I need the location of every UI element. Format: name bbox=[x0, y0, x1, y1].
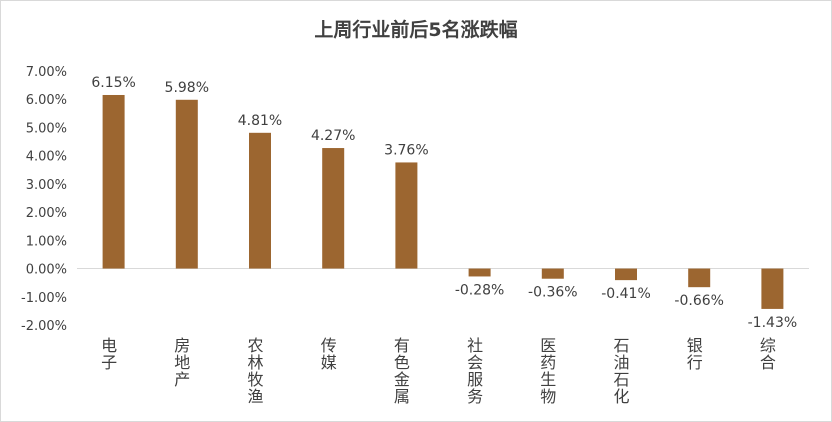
category-label: 社会服务 bbox=[464, 337, 483, 405]
category-label: 银行 bbox=[684, 337, 703, 371]
bar bbox=[615, 268, 637, 281]
category-label: 传媒 bbox=[318, 337, 337, 371]
y-tick-label: 0.00% bbox=[26, 263, 67, 278]
bar bbox=[395, 162, 418, 269]
y-tick-label: 1.00% bbox=[26, 234, 67, 249]
category-label: 石油石化 bbox=[611, 337, 630, 405]
data-label: -0.36% bbox=[528, 285, 578, 301]
y-tick-label: 7.00% bbox=[26, 65, 67, 80]
y-tick-label: -1.00% bbox=[21, 291, 67, 306]
data-label: 5.98% bbox=[165, 80, 209, 96]
data-label: 4.81% bbox=[238, 113, 282, 129]
bar bbox=[175, 99, 198, 269]
data-label: 6.15% bbox=[91, 75, 135, 91]
bar bbox=[688, 268, 711, 288]
bar bbox=[541, 268, 564, 279]
category-label: 电子 bbox=[98, 337, 117, 371]
y-tick-label: 6.00% bbox=[26, 93, 67, 108]
y-tick-label: -2.00% bbox=[21, 319, 67, 334]
bar bbox=[322, 148, 345, 269]
bar bbox=[102, 94, 125, 269]
category-label: 农林牧渔 bbox=[245, 337, 264, 405]
category-label: 有色金属 bbox=[391, 337, 410, 405]
bar bbox=[249, 132, 271, 269]
y-tick-label: 5.00% bbox=[26, 121, 67, 136]
category-label: 房地产 bbox=[171, 337, 190, 388]
data-label: -0.41% bbox=[601, 286, 651, 302]
data-label: 3.76% bbox=[384, 142, 428, 158]
y-tick-label: 3.00% bbox=[26, 178, 67, 193]
data-label: -1.43% bbox=[748, 315, 798, 331]
y-tick-label: 2.00% bbox=[26, 206, 67, 221]
bar bbox=[761, 268, 784, 309]
data-label: -0.66% bbox=[674, 293, 724, 309]
bar bbox=[468, 268, 491, 277]
data-label: -0.28% bbox=[455, 282, 505, 298]
chart-title: 上周行业前后5名涨跌幅 bbox=[314, 19, 518, 41]
data-label: 4.27% bbox=[311, 128, 355, 144]
y-tick-label: 4.00% bbox=[26, 150, 67, 165]
category-label: 医药生物 bbox=[537, 337, 556, 405]
category-label: 综合 bbox=[757, 337, 776, 371]
